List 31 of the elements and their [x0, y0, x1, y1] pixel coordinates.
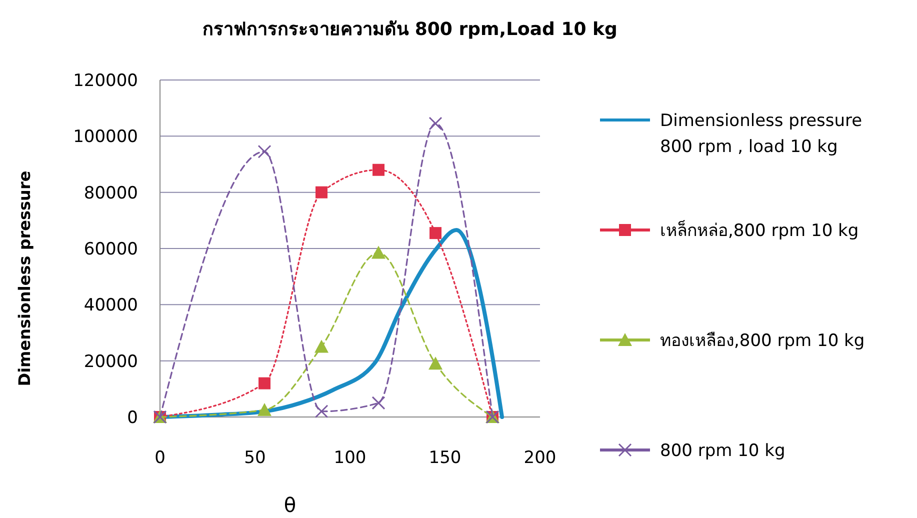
x-tick-label: 50: [244, 448, 266, 468]
point: [258, 377, 270, 390]
y-tick-label: 80000: [84, 183, 138, 204]
point: [314, 340, 328, 353]
legend-label: เหล็กหล่อ,800 rpm 10 kg: [660, 219, 859, 241]
x-tick-label: 150: [428, 448, 462, 468]
x-tick-label: 100: [334, 448, 366, 468]
x-tick-label: 200: [524, 448, 556, 468]
y-tick-label: 120000: [73, 71, 138, 91]
point: [430, 227, 442, 240]
legend-label: 800 rpm 10 kg: [660, 441, 786, 461]
point: [428, 116, 442, 130]
y-tick-label: 20000: [84, 352, 138, 372]
point: [316, 186, 328, 198]
x-tick-label: 0: [154, 448, 166, 468]
point: [258, 144, 272, 158]
legend-label: Dimensionless pressure 800 rpm , load 10 kg: [660, 111, 862, 157]
point: [428, 356, 442, 370]
point: [258, 402, 272, 416]
legend-label: ทองเหลือง,800 rpm 10 kg: [660, 331, 865, 351]
y-tick-label: 100000: [73, 127, 138, 148]
y-axis-title: Dimensionless pressure: [15, 170, 34, 386]
point: [372, 164, 384, 176]
x-axis-title: θ: [284, 493, 296, 517]
y-tick-label: 60000: [84, 240, 138, 260]
point: [372, 396, 386, 410]
point: [314, 404, 328, 418]
chart-title: กราฟการกระจายความดัน 800 rpm,Load 10 kg: [202, 19, 618, 40]
y-tick-label: 0: [127, 408, 138, 428]
point: [372, 246, 386, 259]
y-tick-label: 40000: [84, 296, 138, 316]
